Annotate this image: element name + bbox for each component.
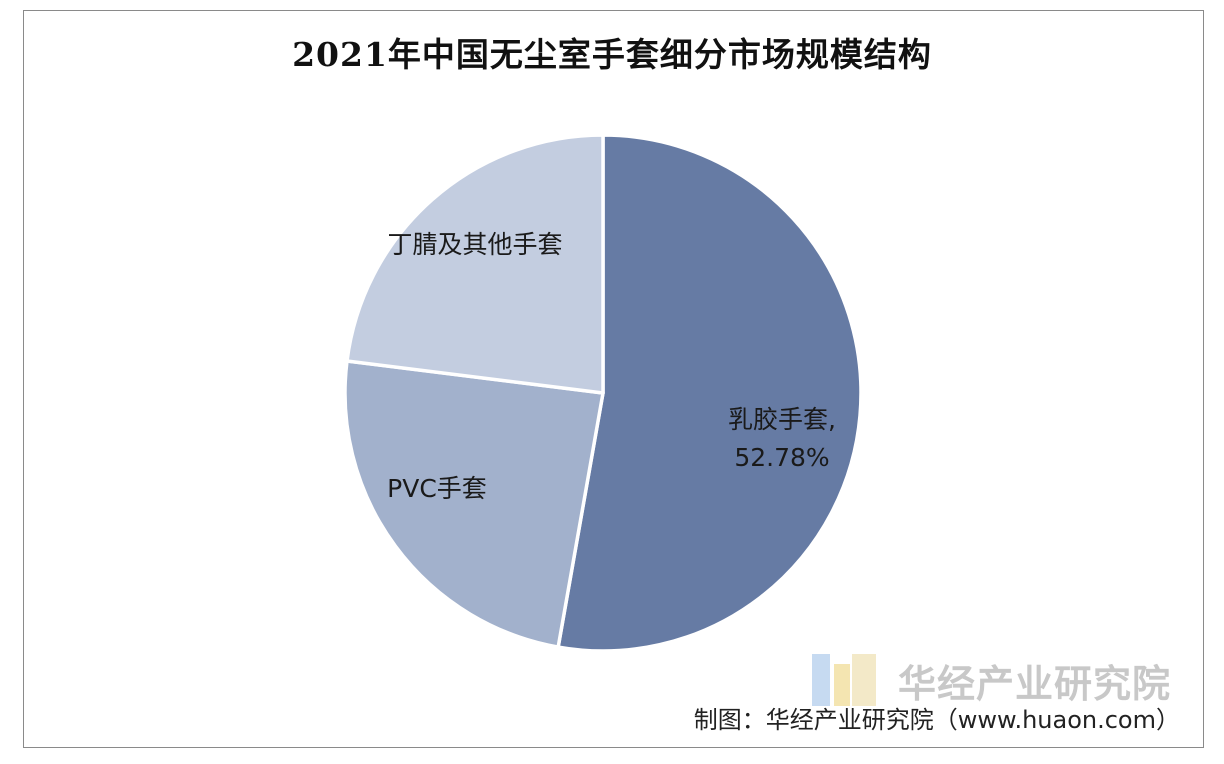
- watermark: 华经产业研究院: [812, 650, 1171, 710]
- huajing-logo-icon: [812, 650, 882, 710]
- pie-slice-2: [343, 359, 605, 649]
- slice-label-1: 乳胶手套,: [728, 405, 836, 434]
- pie-slice-3: [345, 133, 605, 395]
- slice-label-3: 丁腈及其他手套: [387, 230, 562, 259]
- slice-label-2: PVC手套: [387, 474, 487, 503]
- slice-value-label-1: 52.78%: [734, 443, 829, 472]
- watermark-name: 华经产业研究院: [898, 661, 1172, 706]
- pie-slice-1: [556, 133, 863, 653]
- source-note: 制图：华经产业研究院（www.huaon.com）: [693, 706, 1180, 734]
- chart-title: 2021年中国无尘室手套细分市场规模结构: [292, 35, 932, 74]
